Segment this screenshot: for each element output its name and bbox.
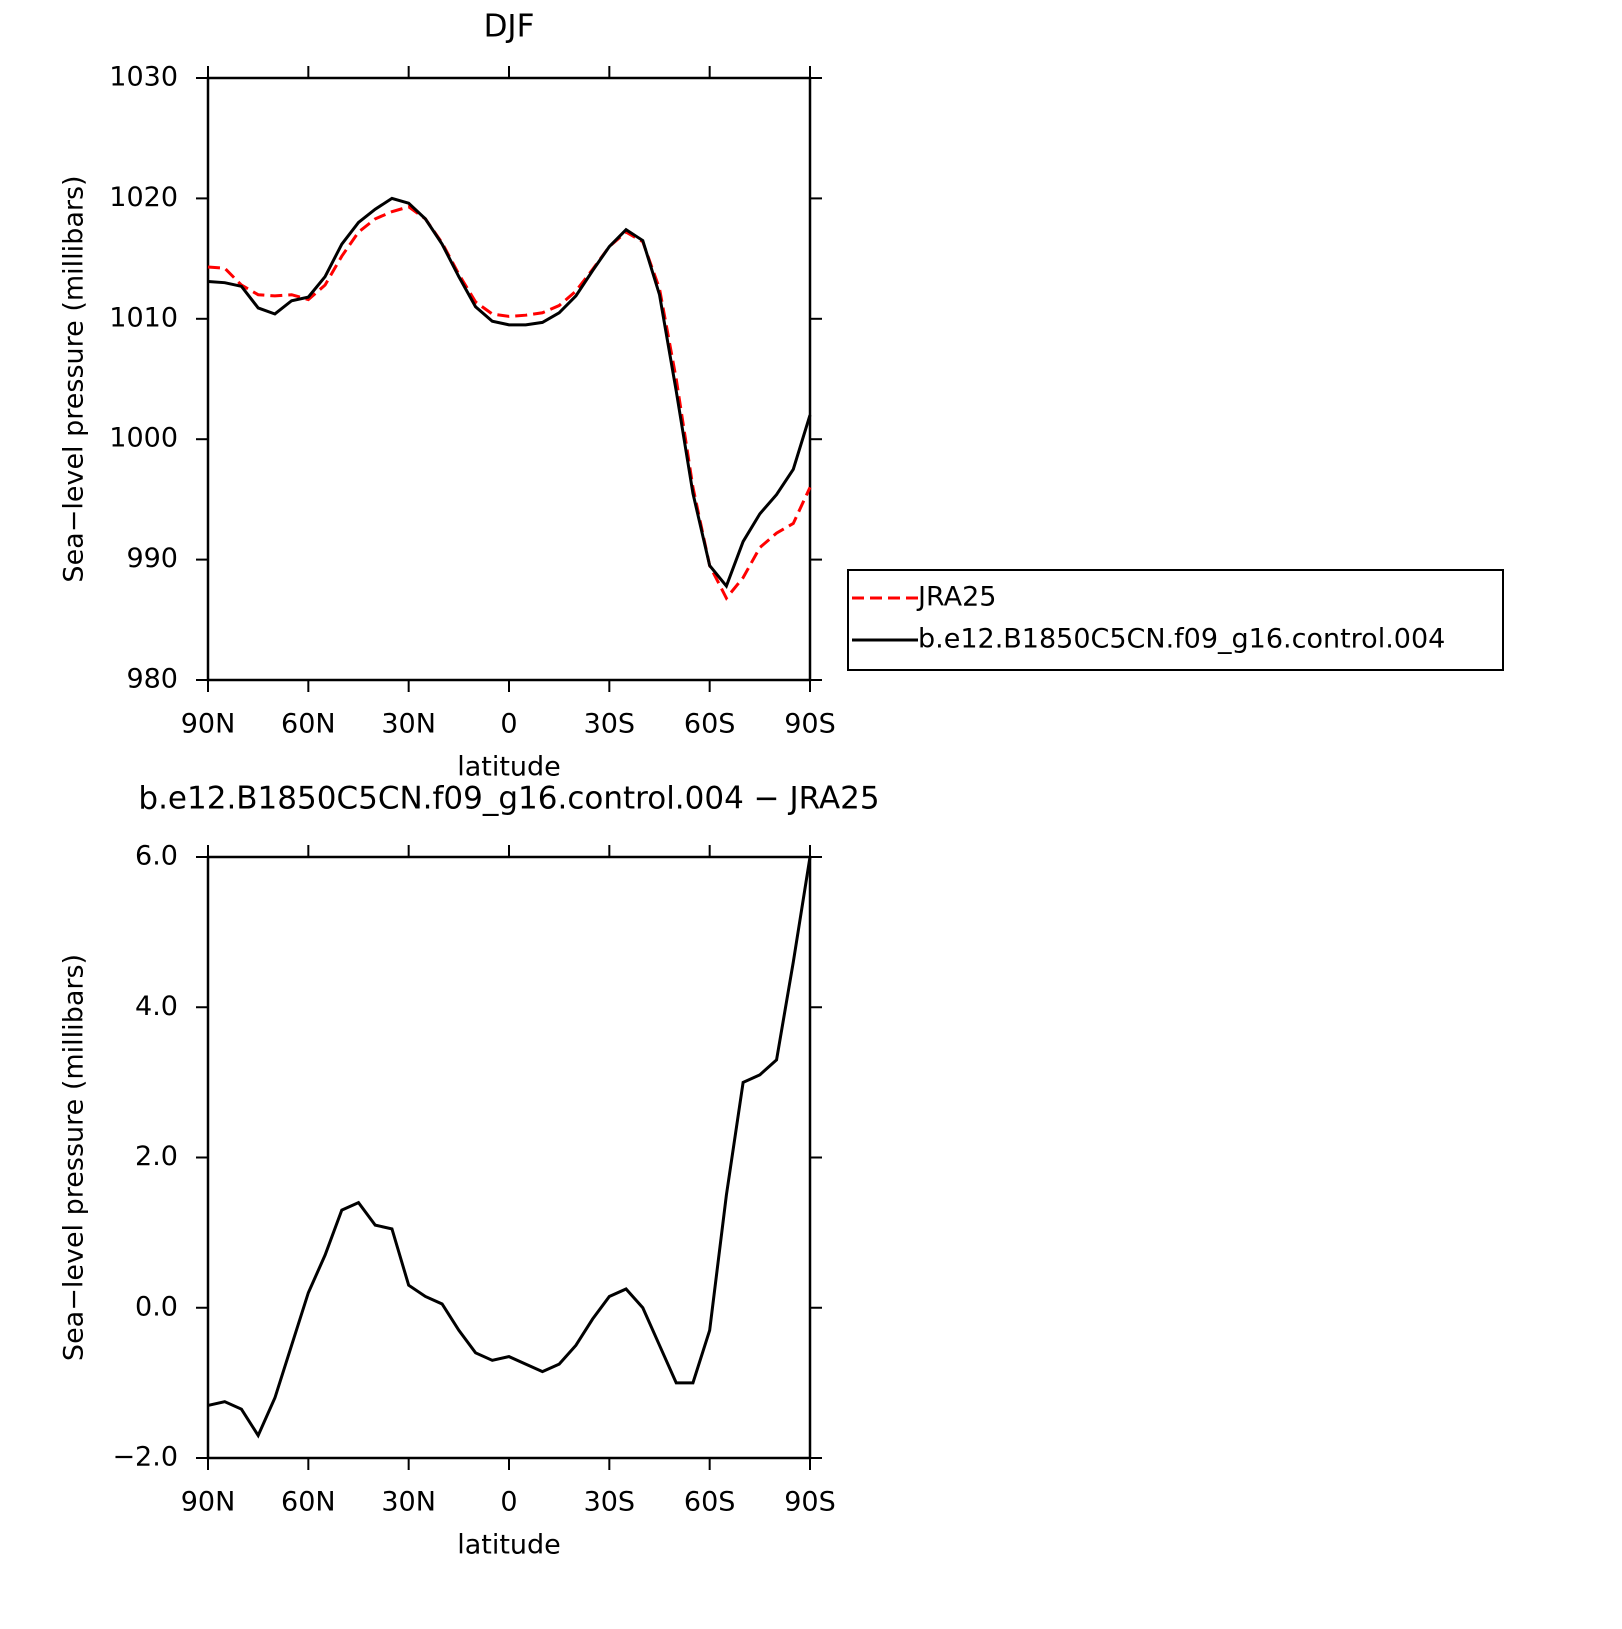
plot-frame <box>206 855 812 1460</box>
x-tick-label: 90N <box>181 1487 236 1518</box>
x-tick-label: 0 <box>500 709 517 740</box>
y-tick-label: 0.0 <box>135 1291 178 1322</box>
x-tick-label: 60N <box>281 1487 336 1518</box>
x-axis-label: latitude <box>457 752 561 783</box>
y-tick-label: 990 <box>126 543 178 574</box>
y-tick-label: 980 <box>126 664 178 695</box>
data-line <box>207 196 812 590</box>
x-tick-label: 30S <box>584 709 636 740</box>
y-axis-label: Sea−level pressure (millibars) <box>59 175 90 582</box>
x-tick-label: 30N <box>381 709 436 740</box>
y-axis-label: Sea−level pressure (millibars) <box>59 954 90 1361</box>
y-tick-label: 4.0 <box>135 991 178 1022</box>
data-line <box>207 856 812 1439</box>
y-tick-label: 1030 <box>109 62 178 93</box>
y-tick-label: 6.0 <box>135 841 178 872</box>
x-tick-label: 60S <box>684 1487 736 1518</box>
x-tick-label: 90N <box>181 709 236 740</box>
legend-box <box>847 569 1504 671</box>
y-tick-label: 1010 <box>109 302 178 333</box>
x-tick-label: 30S <box>584 1487 636 1518</box>
y-tick-label: 2.0 <box>135 1141 178 1172</box>
chart-title: b.e12.B1850C5CN.f09_g16.control.004 − JR… <box>138 781 879 817</box>
x-axis-label: latitude <box>457 1530 561 1561</box>
legend-label: JRA25 <box>916 582 996 613</box>
x-tick-label: 90S <box>784 1487 836 1518</box>
x-tick-label: 0 <box>500 1487 517 1518</box>
chart-title: DJF <box>484 9 535 45</box>
data-line <box>207 205 812 601</box>
y-tick-label: 1000 <box>109 423 178 454</box>
legend-label: b.e12.B1850C5CN.f09_g16.control.004 <box>918 624 1445 655</box>
x-tick-label: 90S <box>784 709 836 740</box>
y-tick-label: −2.0 <box>112 1442 178 1473</box>
plot-frame <box>206 76 812 682</box>
x-tick-label: 60N <box>281 709 336 740</box>
y-tick-label: 1020 <box>109 182 178 213</box>
x-tick-label: 30N <box>381 1487 436 1518</box>
x-tick-label: 60S <box>684 709 736 740</box>
